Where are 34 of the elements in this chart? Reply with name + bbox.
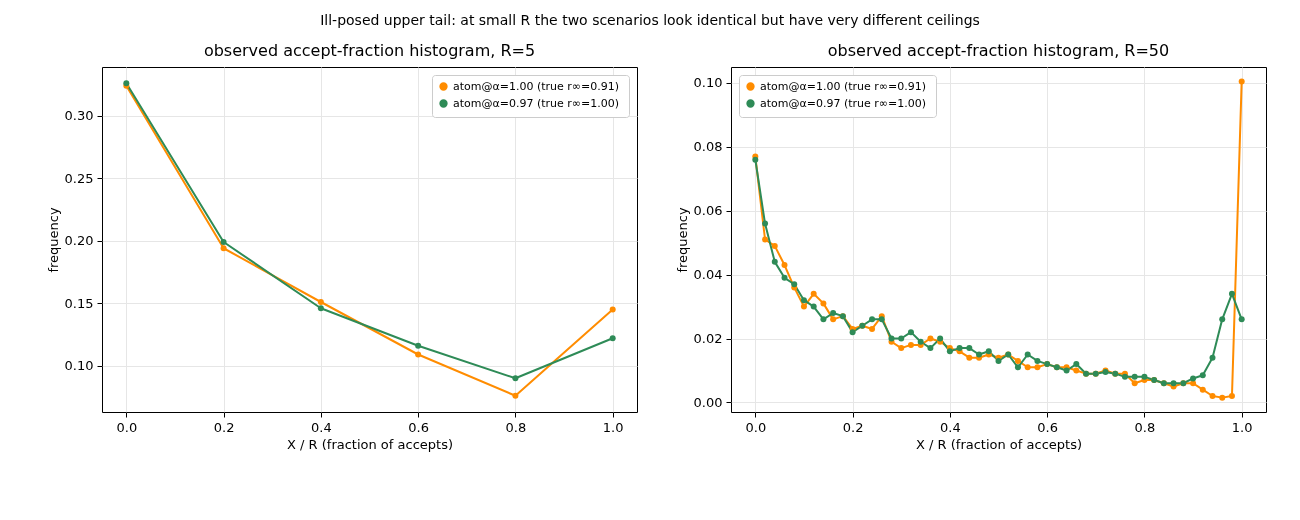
x-axis-title: X / R (fraction of accepts) xyxy=(287,436,453,452)
legend-label: atom@α=1.00 (true r∞=0.91) xyxy=(453,79,620,93)
x-axis-title: X / R (fraction of accepts) xyxy=(916,436,1082,452)
y-tick-label: 0.00 xyxy=(693,394,723,410)
y-axis-title: frequency xyxy=(674,207,690,273)
x-tick-label: 1.0 xyxy=(1231,419,1253,435)
x-tick-label: 0.2 xyxy=(213,419,235,435)
x-tick-label: 0.6 xyxy=(408,419,429,435)
y-tick-label: 0.10 xyxy=(693,75,723,91)
legend-label: atom@α=1.00 (true r∞=0.91) xyxy=(760,79,927,93)
y-tick-label: 0.25 xyxy=(64,170,94,186)
y-tick-label: 0.08 xyxy=(693,139,723,155)
y-tick-label: 0.10 xyxy=(64,358,94,374)
x-tick-label: 0.4 xyxy=(940,419,961,435)
chart-title: observed accept-fraction histogram, R=50 xyxy=(827,41,1170,60)
y-tick-label: 0.06 xyxy=(693,203,723,219)
x-tick-label: 0.6 xyxy=(1037,419,1058,435)
y-axis-title: frequency xyxy=(45,207,61,273)
x-tick-label: 0.8 xyxy=(505,419,527,435)
x-tick-label: 0.0 xyxy=(116,419,138,435)
y-tick-label: 0.15 xyxy=(64,295,94,311)
y-tick-label: 0.04 xyxy=(693,267,723,283)
text: Ill-posed upper tail: at small R the two scenarios look identical but have very different ceilings xyxy=(319,11,981,30)
x-tick-label: 0.2 xyxy=(842,419,864,435)
legend-label: atom@α=0.97 (true r∞=1.00) xyxy=(760,96,927,110)
x-tick-label: 0.0 xyxy=(745,419,767,435)
chart-title: observed accept-fraction histogram, R=5 xyxy=(203,41,536,60)
legend-label: atom@α=0.97 (true r∞=1.00) xyxy=(453,96,620,110)
x-tick-label: 0.4 xyxy=(311,419,332,435)
y-tick-label: 0.20 xyxy=(64,233,94,249)
x-tick-label: 1.0 xyxy=(602,419,624,435)
y-tick-label: 0.02 xyxy=(693,331,723,347)
x-tick-label: 0.8 xyxy=(1134,419,1156,435)
y-tick-label: 0.30 xyxy=(64,108,94,124)
